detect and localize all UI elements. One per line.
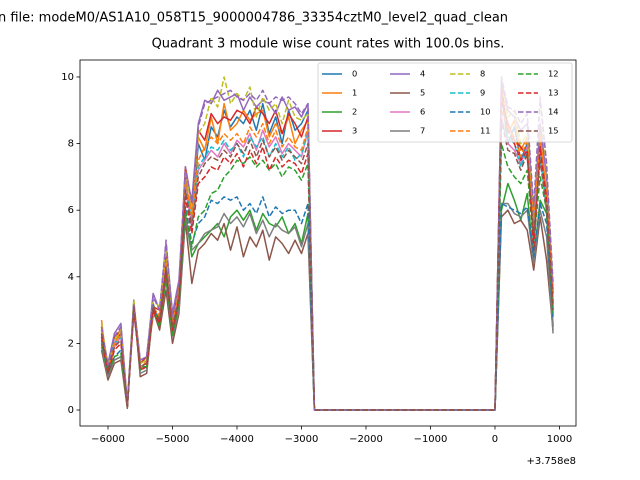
legend-label: 12 [548, 69, 559, 79]
series-line [100, 109, 554, 411]
legend-label: 0 [352, 69, 357, 79]
legend-label: 13 [548, 88, 559, 98]
series-line [100, 142, 554, 411]
axes-frame [79, 59, 577, 427]
legend-label: 9 [480, 88, 485, 98]
legend-label: 10 [480, 107, 491, 117]
legend-label: 2 [352, 107, 357, 117]
x-tick-label: −4000 [220, 434, 254, 445]
x-tick-label: 0 [492, 434, 498, 445]
chart-subtitle: Quadrant 3 module wise count rates with … [152, 37, 505, 52]
y-tick-label: 10 [61, 72, 74, 83]
y-tick-label: 6 [68, 205, 74, 216]
legend-label: 6 [420, 107, 425, 117]
x-tick-label: −3000 [285, 434, 319, 445]
legend-label: 8 [480, 69, 485, 79]
x-tick-label: −6000 [91, 434, 125, 445]
legend-label: 14 [548, 107, 559, 117]
series-line [100, 196, 554, 411]
legend-label: 3 [352, 126, 357, 136]
legend-label: 1 [352, 88, 357, 98]
legend-label: 15 [548, 126, 559, 136]
y-tick-label: 2 [68, 338, 74, 349]
x-tick-label: −2000 [349, 434, 383, 445]
legend-box [317, 62, 573, 143]
y-tick-label: 4 [68, 272, 74, 283]
x-offset-text: +3.758e8 [526, 456, 576, 467]
legend-label: 4 [420, 69, 425, 79]
legend-label: 11 [480, 126, 491, 136]
x-tick-label: 1000 [547, 434, 572, 445]
chart-title: n file: modeM0/AS1A10_058T15_9000004786_… [0, 11, 508, 26]
x-tick-label: −1000 [414, 434, 448, 445]
y-tick-label: 8 [68, 139, 74, 150]
legend-label: 5 [420, 88, 425, 98]
legend-label: 7 [420, 126, 425, 136]
x-tick-label: −5000 [156, 434, 190, 445]
y-tick-label: 0 [68, 405, 74, 416]
